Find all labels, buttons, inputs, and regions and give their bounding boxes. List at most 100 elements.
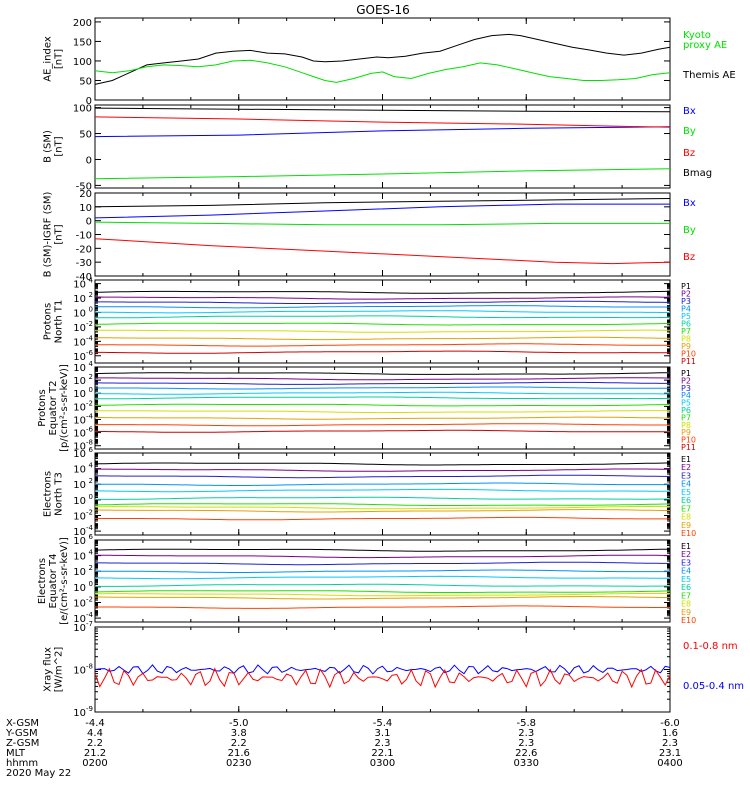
x-axis-row-label: Y-GSM <box>5 728 38 739</box>
y-tick-label: 200 <box>73 18 92 29</box>
y-tick-label: 10 <box>73 442 86 453</box>
series-line <box>94 329 670 333</box>
y-axis-label: Protons <box>43 303 54 340</box>
y-tick-label: 10 <box>73 337 86 348</box>
y-tick-label: 10 <box>73 496 86 507</box>
legend-entry: P4 <box>681 391 691 400</box>
y-tick-label: 10 <box>73 480 86 491</box>
legend-entry: 0.1-0.8 nm <box>683 641 738 652</box>
series-line <box>95 396 671 400</box>
y-axis-label: Electrons <box>43 471 54 517</box>
series-line <box>94 403 671 407</box>
y-axis-label: Equator T2 <box>48 381 59 436</box>
series-line <box>94 290 671 294</box>
series-by <box>94 221 670 226</box>
y-axis-label: [nT] <box>54 49 65 69</box>
x-axis-tick-value: -6.0 <box>660 718 680 729</box>
y-tick-label: 150 <box>73 37 92 48</box>
series-line <box>94 322 671 326</box>
legend-entry: E9 <box>681 608 691 617</box>
series-line <box>94 474 671 479</box>
series-bx <box>94 126 671 138</box>
series-line <box>94 561 671 566</box>
panel-frame <box>94 539 671 623</box>
x-axis-tick-value: 0200 <box>82 758 107 769</box>
series-line <box>95 429 671 433</box>
y-tick-exponent: -4 <box>86 524 94 532</box>
y-tick-exponent: -4 <box>86 334 94 342</box>
legend-entry: E6 <box>681 583 691 592</box>
legend-entry: E8 <box>681 600 691 609</box>
y-tick-label: 10 <box>73 666 86 677</box>
y-tick-label: 0 <box>86 96 92 107</box>
y-tick-label: 10 <box>73 449 86 460</box>
x-axis-tick-value: 1.6 <box>662 728 678 739</box>
y-axis-label: B (SM) <box>43 130 54 163</box>
legend-entry: 0.05-0.4 nm <box>683 681 744 692</box>
y-tick-exponent: -8 <box>86 663 93 671</box>
legend-entry: E2 <box>681 550 691 559</box>
series-line <box>95 593 671 597</box>
y-tick-label: 10 <box>79 203 92 214</box>
legend-entry: Bx <box>683 198 696 209</box>
series-line <box>95 315 671 319</box>
legend-entry: Bx <box>683 106 696 117</box>
y-tick-exponent: 4 <box>89 277 94 285</box>
x-axis-row-label: Z-GSM <box>6 738 39 749</box>
y-tick-exponent: -4 <box>86 412 94 420</box>
legend-entry: P7 <box>681 327 691 336</box>
y-tick-label: 0 <box>86 155 92 166</box>
y-tick-exponent: 0 <box>89 580 93 588</box>
panel-bigrf: 20 10 0 -10 -20 -30 -40 B (SM)-IGRF (SM) [nT] Bx B… <box>43 189 696 283</box>
y-axis-label: Electrons <box>37 558 48 604</box>
x-axis-tick-value: 0230 <box>226 758 251 769</box>
series-line <box>95 410 671 414</box>
y-tick-label: 10 <box>73 429 86 440</box>
series-line <box>94 516 670 521</box>
y-tick-label: 100 <box>73 57 92 68</box>
y-tick-exponent: -9 <box>86 705 93 713</box>
legend-entry: P5 <box>681 312 691 321</box>
y-axis-label: AE_index <box>43 36 54 82</box>
legend-entry: E3 <box>681 471 691 480</box>
y-tick-label: 10 <box>73 511 86 522</box>
legend-entry: E2 <box>681 463 691 472</box>
legend-entry: P4 <box>681 305 691 314</box>
y-tick-label: 10 <box>73 527 86 538</box>
legend-entry: P9 <box>681 428 691 437</box>
legend-entry: E10 <box>681 529 696 538</box>
series-line <box>94 310 670 314</box>
series-bz <box>94 116 671 128</box>
legend-entry: P11 <box>681 357 696 366</box>
legend-entry: E8 <box>681 513 691 522</box>
x-axis-tick-value: 3.1 <box>375 728 391 739</box>
legend-entry: Bmag <box>683 168 712 179</box>
y-tick-label: 10 <box>73 583 86 594</box>
y-tick-label: 10 <box>73 308 86 319</box>
legend-entry: E6 <box>681 496 691 505</box>
panel-b: 100 50 0 -50 B (SM) [nT] Bx By Bz Bmag <box>43 104 713 193</box>
series-line <box>94 503 671 506</box>
y-tick-exponent: 4 <box>89 549 94 557</box>
y-tick-exponent: -4 <box>86 611 94 619</box>
y-tick-exponent: 2 <box>89 564 93 572</box>
legend-entry: P2 <box>681 290 691 299</box>
x-axis-row-label: hhmm <box>6 758 38 769</box>
y-axis-label: North T3 <box>54 472 65 516</box>
x-axis-tick-value: 0400 <box>657 758 682 769</box>
y-tick-exponent: -2 <box>86 399 93 407</box>
series-line <box>95 381 670 385</box>
x-axis-tick-value: 2.3 <box>518 728 534 739</box>
x-axis-tick-value: 2.3 <box>518 738 534 749</box>
legend-entry: E5 <box>681 575 691 584</box>
y-tick-exponent: -2 <box>86 595 93 603</box>
y-tick-label: 20 <box>79 189 92 200</box>
y-tick-exponent: 0 <box>89 305 93 313</box>
y-tick-exponent: -2 <box>86 320 93 328</box>
legend-entry: P3 <box>681 297 691 306</box>
legend-entry: P8 <box>681 421 691 430</box>
x-axis-tick-value: 2.3 <box>662 738 678 749</box>
y-tick-label: 10 <box>73 294 86 305</box>
